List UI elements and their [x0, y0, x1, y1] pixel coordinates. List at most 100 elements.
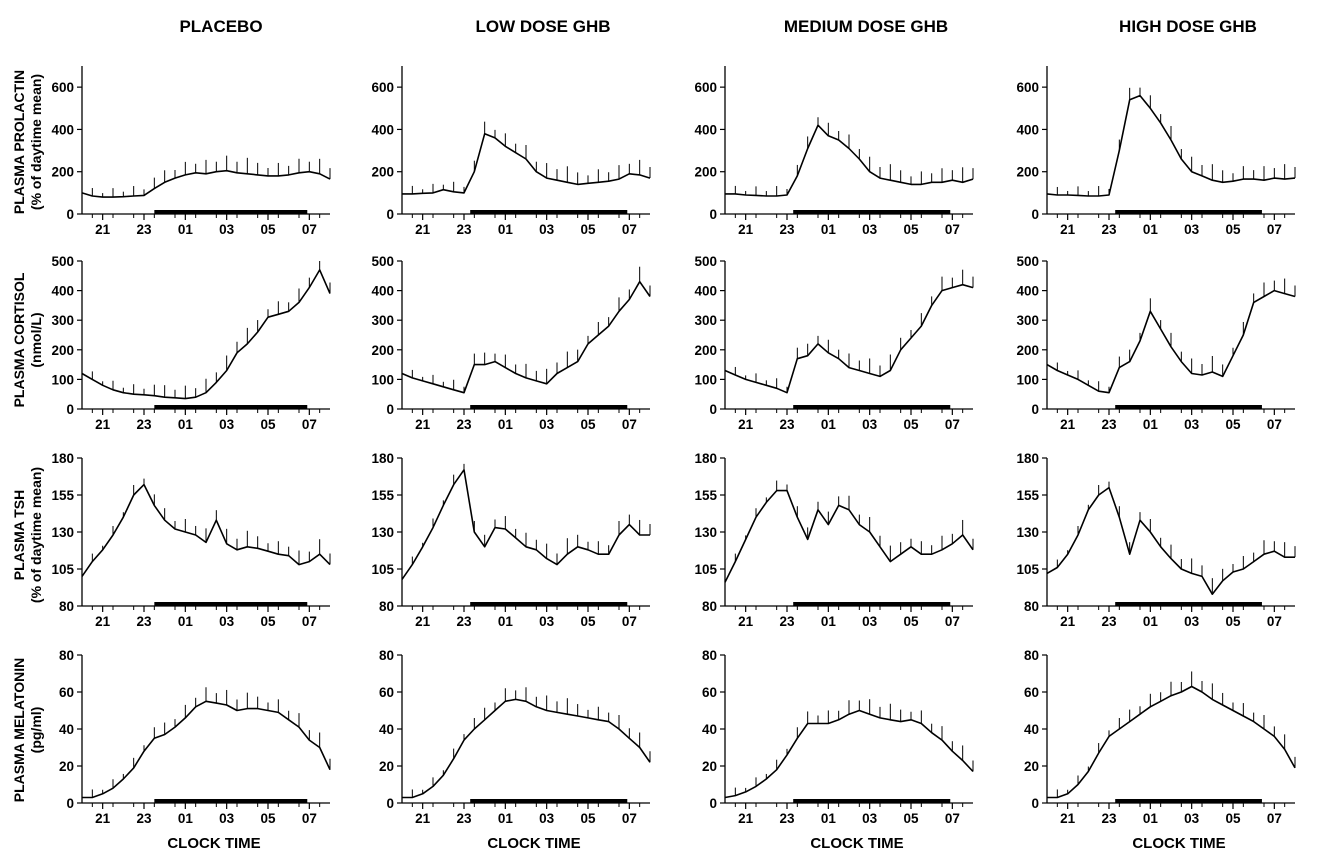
x-tick-label: 21 [1060, 614, 1076, 629]
x-axis-titles: CLOCK TIME CLOCK TIME CLOCK TIME CLOCK T… [167, 835, 1225, 852]
x-axis-title-medium-dose: CLOCK TIME [810, 835, 903, 852]
x-tick-label: 21 [1060, 811, 1076, 826]
x-tick-label: 07 [302, 222, 317, 237]
row-title-cortisol: PLASMA CORTISOL [11, 272, 27, 407]
y-tick-label: 0 [1031, 796, 1039, 811]
y-tick-label: 100 [371, 372, 394, 387]
x-tick-label: 05 [903, 417, 919, 432]
y-tick-label: 200 [694, 343, 717, 358]
sleep-period-bar [470, 602, 628, 606]
y-tick-label: 300 [1016, 313, 1039, 328]
x-tick-label: 03 [539, 222, 555, 237]
x-tick-label: 05 [903, 222, 919, 237]
x-tick-label: 05 [260, 614, 276, 629]
x-tick-label: 23 [456, 811, 472, 826]
x-tick-label: 03 [219, 417, 235, 432]
panel-tsh-high: 80 105 130 155 180 21 23 01 03 05 07 [1016, 451, 1296, 629]
y-tick-label: 0 [66, 207, 74, 222]
y-tick-label: 300 [371, 313, 394, 328]
x-tick-label: 01 [1143, 614, 1159, 629]
x-tick-label: 07 [1267, 614, 1282, 629]
series-line [402, 698, 651, 799]
y-tick-label: 0 [1031, 402, 1039, 417]
y-tick-label: 500 [51, 254, 74, 269]
x-tick-label: 23 [1101, 222, 1117, 237]
y-tick-label: 80 [1024, 599, 1039, 614]
y-tick-label: 600 [1016, 80, 1039, 95]
x-tick-label: 05 [580, 614, 596, 629]
series-line [1047, 685, 1296, 799]
x-tick-label: 01 [821, 222, 837, 237]
x-tick-label: 01 [178, 614, 194, 629]
sleep-period-bar [1115, 602, 1262, 606]
panel-cortisol-low: 0 100 200 300 400 500 21 23 01 03 05 07 [371, 254, 651, 432]
y-tick-label: 40 [59, 722, 74, 737]
panel-tsh-low: 80 105 130 155 180 21 23 01 03 05 07 [371, 451, 651, 629]
x-tick-label: 05 [580, 417, 596, 432]
y-tick-label: 200 [371, 343, 394, 358]
sleep-period-bar [470, 799, 628, 803]
panel-prolactin-low: 0 200 400 600 21 23 01 03 05 07 [371, 66, 651, 237]
x-tick-label: 05 [260, 417, 276, 432]
series-line [81, 169, 331, 198]
x-tick-label: 01 [498, 417, 514, 432]
y-tick-label: 130 [1016, 525, 1039, 540]
x-tick-label: 23 [779, 417, 795, 432]
series-line [724, 709, 974, 799]
y-tick-label: 200 [51, 343, 74, 358]
x-tick-label: 05 [260, 222, 276, 237]
panel-melatonin-low: 0 20 40 60 80 21 23 01 03 05 07 [379, 648, 651, 826]
x-tick-label: 23 [779, 614, 795, 629]
x-tick-label: 07 [945, 811, 960, 826]
y-tick-label: 180 [51, 451, 74, 466]
row-titles: PLASMA PROLACTIN (% of daytime mean) PLA… [11, 70, 44, 802]
y-tick-label: 0 [66, 796, 74, 811]
panel-prolactin-placebo: 0 200 400 600 21 23 01 03 05 07 [51, 66, 331, 237]
x-tick-label: 23 [136, 811, 152, 826]
x-tick-label: 01 [1143, 417, 1159, 432]
x-tick-label: 23 [1101, 417, 1117, 432]
sleep-period-bar [154, 210, 308, 214]
sleep-period-bar [154, 602, 308, 606]
x-tick-label: 23 [456, 417, 472, 432]
y-tick-label: 80 [379, 648, 394, 663]
series-line [401, 468, 650, 580]
x-tick-label: 23 [779, 222, 795, 237]
x-tick-label: 21 [415, 417, 431, 432]
x-tick-label: 21 [1060, 222, 1076, 237]
y-tick-label: 100 [51, 372, 74, 387]
x-tick-label: 07 [945, 614, 960, 629]
x-tick-label: 21 [738, 811, 754, 826]
x-tick-label: 07 [622, 222, 637, 237]
x-tick-label: 07 [302, 417, 317, 432]
sleep-period-bar [1115, 799, 1262, 803]
y-tick-label: 130 [51, 525, 74, 540]
y-tick-label: 0 [386, 402, 394, 417]
x-tick-label: 21 [738, 222, 754, 237]
x-tick-label: 07 [302, 614, 317, 629]
sleep-period-bar [154, 799, 308, 803]
y-tick-label: 80 [702, 648, 717, 663]
x-tick-label: 03 [219, 222, 235, 237]
series-line [82, 700, 331, 799]
x-tick-label: 05 [1225, 222, 1241, 237]
y-tick-label: 60 [1024, 685, 1039, 700]
y-tick-label: 200 [1016, 165, 1039, 180]
y-tick-label: 80 [702, 599, 717, 614]
series-line [81, 269, 331, 400]
y-tick-label: 0 [386, 207, 394, 222]
panel-cortisol-placebo: 0 100 200 300 400 500 21 23 01 03 05 07 [51, 254, 331, 432]
y-tick-label: 60 [59, 685, 74, 700]
x-tick-label: 07 [622, 811, 637, 826]
y-tick-label: 400 [1016, 122, 1039, 137]
x-tick-label: 21 [95, 811, 111, 826]
sleep-period-bar [793, 210, 951, 214]
sleep-period-bar [1115, 405, 1262, 409]
y-tick-label: 80 [379, 599, 394, 614]
x-tick-label: 07 [622, 417, 637, 432]
y-tick-label: 500 [1016, 254, 1039, 269]
sleep-period-bar [793, 602, 951, 606]
x-tick-label: 05 [1225, 417, 1241, 432]
